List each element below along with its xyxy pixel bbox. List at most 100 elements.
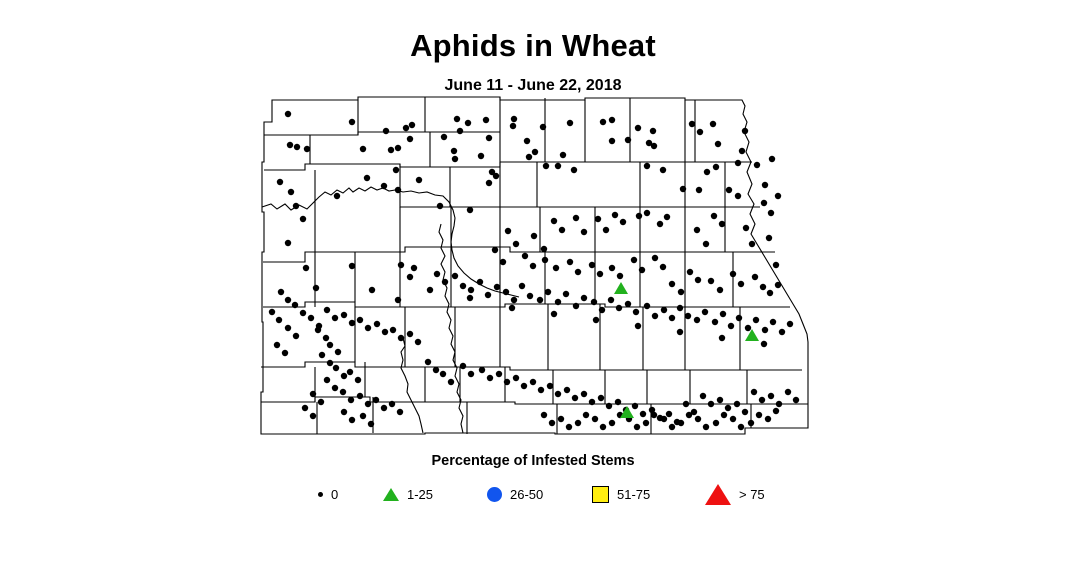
survey-point [332, 364, 340, 372]
county-line-row5c [500, 252, 596, 308]
survey-point [482, 116, 490, 124]
survey-point [284, 110, 292, 118]
yellow-square-icon [592, 485, 609, 503]
survey-point [631, 402, 639, 410]
survey-point [359, 145, 367, 153]
survey-point [645, 139, 653, 147]
survey-point [510, 296, 518, 304]
survey-point [660, 415, 668, 423]
survey-point [550, 310, 558, 318]
survey-point [284, 296, 292, 304]
survey-point [406, 273, 414, 281]
survey-point [693, 226, 701, 234]
survey-point [291, 301, 299, 309]
survey-point [608, 137, 616, 145]
survey-point [382, 127, 390, 135]
survey-point [734, 192, 742, 200]
survey-point [720, 411, 728, 419]
survey-point [592, 316, 600, 324]
survey-point [572, 214, 580, 222]
survey-point [686, 268, 694, 276]
survey-point [509, 122, 517, 130]
survey-point [588, 398, 596, 406]
survey-point [284, 324, 292, 332]
survey-point [529, 262, 537, 270]
survey-point [649, 127, 657, 135]
survey-point [676, 328, 684, 336]
survey-point [735, 314, 743, 322]
legend-label-2: 26-50 [510, 486, 544, 502]
survey-point [562, 290, 570, 298]
survey-point [751, 273, 759, 281]
survey-point [611, 211, 619, 219]
survey-point [368, 286, 376, 294]
survey-point [292, 202, 300, 210]
survey-point [663, 213, 671, 221]
survey-point [608, 264, 616, 272]
survey-point [537, 386, 545, 394]
survey-point [488, 168, 496, 176]
survey-point [660, 306, 668, 314]
survey-point [486, 374, 494, 382]
survey-point [614, 282, 628, 294]
survey-point [466, 294, 474, 302]
survey-point [541, 256, 549, 264]
survey-point [504, 227, 512, 235]
survey-point [759, 283, 767, 291]
survey-point [410, 264, 418, 272]
survey-point [326, 341, 334, 349]
map-svg [260, 96, 809, 435]
survey-point [331, 314, 339, 322]
survey-point [441, 278, 449, 286]
survey-point [608, 419, 616, 427]
survey-point [608, 116, 616, 124]
survey-point [677, 419, 685, 427]
survey-point [711, 318, 719, 326]
survey-point [659, 166, 667, 174]
survey-point [307, 314, 315, 322]
survey-point [712, 163, 720, 171]
survey-point [502, 288, 510, 296]
legend-label-3: 51-75 [617, 486, 651, 502]
survey-point [520, 382, 528, 390]
survey-point [389, 326, 397, 334]
survey-point [699, 392, 707, 400]
survey-point [599, 118, 607, 126]
survey-point [323, 306, 331, 314]
survey-point [414, 338, 422, 346]
survey-point [572, 302, 580, 310]
survey-point [737, 280, 745, 288]
survey-point [624, 300, 632, 308]
survey-point [394, 296, 402, 304]
survey-point [580, 294, 588, 302]
survey-point [402, 124, 410, 132]
survey-point [552, 264, 560, 272]
survey-point [650, 411, 658, 419]
survey-point [753, 161, 761, 169]
legend-item-4: > 75 [705, 480, 765, 508]
survey-point [348, 319, 356, 327]
survey-point [656, 220, 664, 228]
survey-point [659, 263, 667, 271]
county-line-row4b [400, 207, 501, 253]
survey-point [596, 270, 604, 278]
survey-point [668, 423, 676, 431]
survey-point [685, 411, 693, 419]
survey-point [339, 388, 347, 396]
survey-point [484, 291, 492, 299]
survey-point [758, 396, 766, 404]
survey-point [548, 419, 556, 427]
survey-point [768, 155, 776, 163]
legend-label-0: 0 [331, 486, 339, 502]
survey-point [565, 423, 573, 431]
survey-point [424, 358, 432, 366]
survey-point [408, 121, 416, 129]
survey-point [695, 186, 703, 194]
survey-point [456, 127, 464, 135]
survey-point [356, 392, 364, 400]
survey-point [531, 148, 539, 156]
survey-point [340, 311, 348, 319]
survey-point [347, 396, 355, 404]
survey-point [688, 120, 696, 128]
survey-point [284, 239, 292, 247]
